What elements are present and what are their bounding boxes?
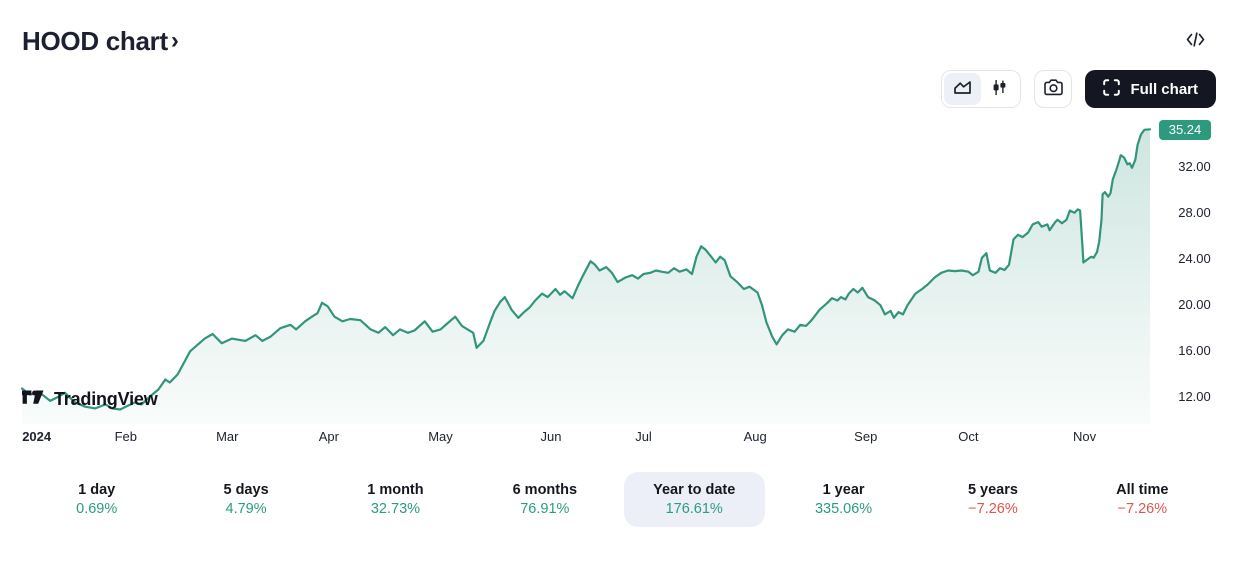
- period-button-1-day[interactable]: 1 day 0.69%: [26, 472, 167, 527]
- period-cell: 1 month 32.73%: [321, 472, 470, 527]
- tradingview-attribution[interactable]: TradingView: [22, 389, 158, 410]
- period-button-1-year[interactable]: 1 year 335.06%: [773, 472, 914, 527]
- period-cell: 6 months 76.91%: [470, 472, 619, 527]
- period-label: 1 day: [78, 482, 116, 498]
- full-chart-button[interactable]: Full chart: [1085, 70, 1216, 108]
- period-button-6-months[interactable]: 6 months 76.91%: [474, 472, 615, 527]
- candlestick-chart-type-button[interactable]: [981, 73, 1018, 105]
- tradingview-logo-icon: [22, 390, 47, 410]
- y-tick-label: 32.00: [1178, 158, 1211, 174]
- price-line: [22, 129, 1150, 409]
- x-tick-label: Mar: [216, 429, 239, 444]
- period-button-1-month[interactable]: 1 month 32.73%: [325, 472, 466, 527]
- page-title[interactable]: HOOD chart ›: [22, 26, 179, 57]
- y-tick-label: 20.00: [1178, 297, 1211, 313]
- x-tick-label: Sep: [854, 429, 878, 444]
- x-tick-label: Jun: [540, 429, 562, 444]
- period-change-value: 0.69%: [76, 501, 118, 517]
- period-label: 1 month: [367, 482, 424, 498]
- x-tick-label: Apr: [318, 429, 339, 444]
- fullscreen-icon: [1103, 78, 1121, 100]
- period-cell: 1 year 335.06%: [769, 472, 918, 527]
- area-chart-type-button[interactable]: [944, 73, 982, 105]
- x-tick-label: May: [428, 429, 453, 444]
- last-price-badge: 35.24: [1159, 120, 1211, 141]
- period-change-value: 4.79%: [225, 501, 267, 517]
- period-cell: All time −7.26%: [1068, 472, 1217, 527]
- area-chart: [22, 124, 1150, 425]
- period-label: 6 months: [512, 482, 578, 498]
- chart-type-toggle: [941, 70, 1022, 108]
- period-label: 5 days: [223, 482, 269, 498]
- price-axis[interactable]: 32.00 28.00 24.00 20.00 16.00 12.00 35.24: [1150, 120, 1239, 424]
- full-chart-label: Full chart: [1130, 80, 1198, 98]
- x-tick-label: Nov: [1073, 429, 1097, 444]
- x-tick-label: Oct: [958, 429, 979, 444]
- period-change-value: 76.91%: [520, 501, 570, 517]
- area-chart-icon: [953, 80, 972, 98]
- period-change-value: −7.26%: [968, 501, 1018, 517]
- candlestick-icon: [992, 79, 1007, 99]
- period-cell: 5 years −7.26%: [918, 472, 1067, 527]
- x-tick-label: Feb: [114, 429, 137, 444]
- period-change-value: 335.06%: [814, 501, 873, 517]
- x-tick-label: 2024: [22, 429, 52, 444]
- embed-code-button[interactable]: [1182, 28, 1209, 54]
- y-tick-label: 24.00: [1178, 251, 1211, 266]
- period-selector: 1 day 0.69% 5 days 4.79% 1 month 32.73% 6 mont…: [0, 472, 1239, 527]
- y-tick-label: 16.00: [1178, 343, 1211, 359]
- period-button-year-to-date[interactable]: Year to date 176.61%: [623, 472, 765, 527]
- period-cell: 1 day 0.69%: [22, 472, 171, 527]
- x-tick-label: Aug: [743, 429, 767, 444]
- snapshot-camera-button[interactable]: [1034, 70, 1073, 108]
- camera-icon: [1043, 78, 1064, 100]
- period-change-value: 176.61%: [665, 501, 723, 517]
- period-label: Year to date: [653, 482, 736, 498]
- page-title-text: HOOD chart: [22, 25, 168, 56]
- price-plot[interactable]: TradingView: [22, 124, 1150, 425]
- period-button-5-years[interactable]: 5 years −7.26%: [922, 472, 1063, 527]
- period-button-5-days[interactable]: 5 days 4.79%: [176, 472, 317, 527]
- chart-area: TradingView 32.00 28.00 24.00 20.00 16.00 12.…: [0, 120, 1239, 425]
- y-tick-label: 12.00: [1178, 389, 1211, 405]
- chart-toolbar: Full chart: [0, 70, 1239, 108]
- period-change-value: −7.26%: [1117, 501, 1168, 517]
- period-label: 1 year: [822, 482, 865, 498]
- y-tick-label: 28.00: [1178, 204, 1211, 220]
- period-change-value: 32.73%: [370, 501, 421, 517]
- tradingview-wordmark: TradingView: [54, 389, 158, 409]
- header: HOOD chart ›: [0, 20, 1239, 62]
- x-tick-label: Jul: [635, 429, 652, 444]
- chevron-right-icon: ›: [170, 27, 179, 54]
- period-label: All time: [1116, 482, 1169, 498]
- period-cell: Year to date 176.61%: [620, 472, 769, 527]
- period-button-all-time[interactable]: All time −7.26%: [1072, 472, 1213, 527]
- time-axis[interactable]: 2024 Feb Mar Apr May Jun Jul Aug Sep Oct Nov: [22, 424, 1150, 448]
- period-label: 5 years: [967, 482, 1018, 498]
- code-icon: [1186, 32, 1205, 50]
- area-fill: [22, 129, 1150, 425]
- period-cell: 5 days 4.79%: [171, 472, 320, 527]
